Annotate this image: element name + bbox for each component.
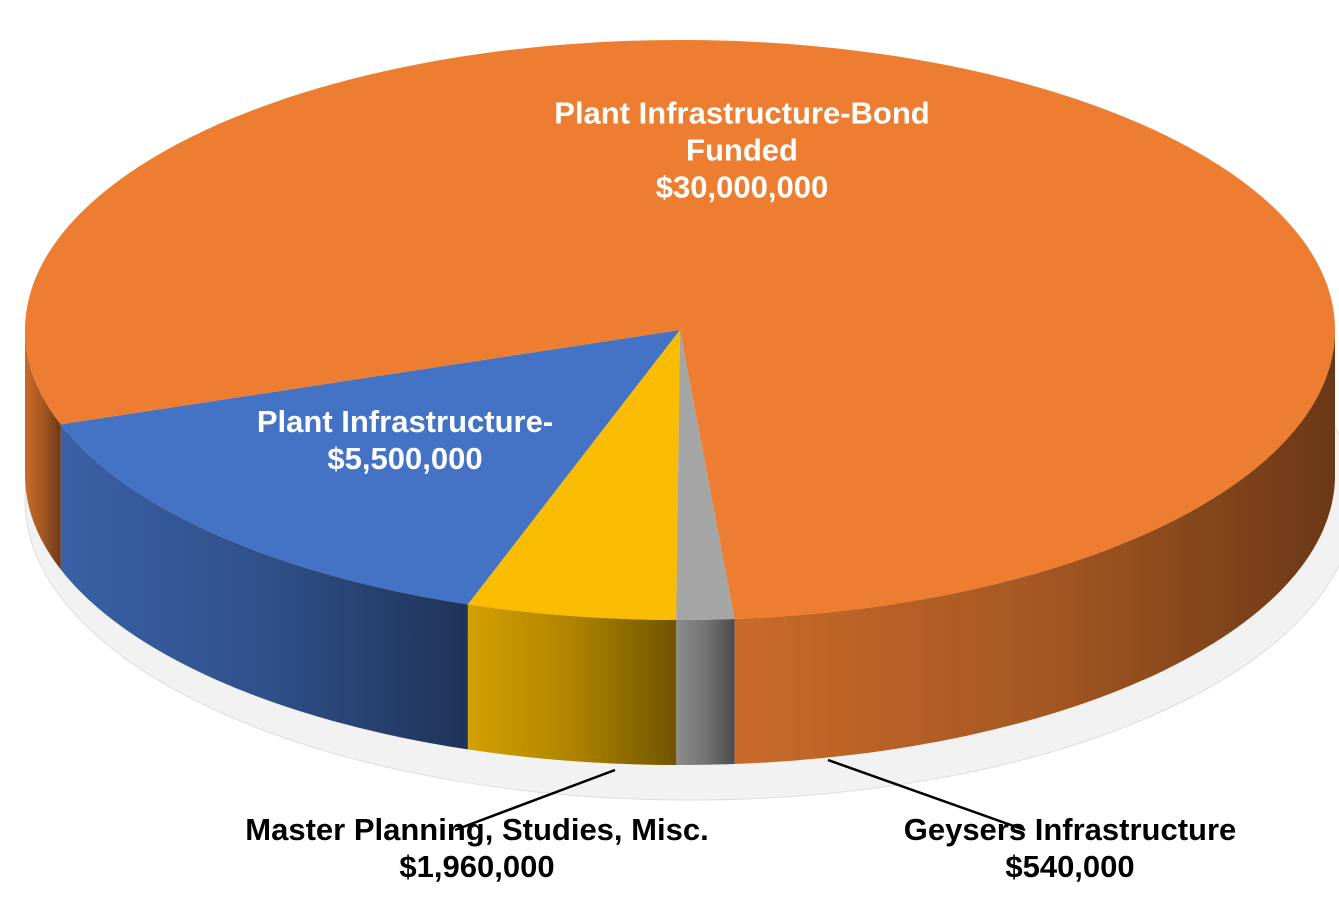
- label-value: $30,000,000: [655, 169, 829, 205]
- slice: [24, 40, 1335, 619]
- tops: [24, 40, 1335, 620]
- slice: [467, 330, 680, 620]
- data-label: Plant Infrastructure- $5,500,000: [215, 403, 595, 477]
- data-label: Plant Infrastructure-Bond Funded $30,000,…: [552, 95, 932, 206]
- leader-line: [827, 758, 1026, 832]
- leader-line: [454, 768, 616, 832]
- slice: [676, 330, 735, 620]
- label-value: $540,000: [1005, 849, 1135, 884]
- slice-side-shade: [60, 424, 468, 750]
- slice-side-shade: [467, 604, 677, 765]
- label-value: $5,500,000: [327, 441, 483, 476]
- label-value: $1,960,000: [399, 849, 555, 884]
- label-name: Plant Infrastructure-Bond Funded: [554, 95, 930, 168]
- leaders: [454, 758, 1026, 832]
- sides: [25, 330, 1335, 765]
- label-name: Geysers Infrastructure: [903, 812, 1237, 847]
- slice: [60, 330, 681, 605]
- data-label: Geysers Infrastructure $540,000: [830, 811, 1310, 885]
- slice-side-shade: [734, 330, 1335, 764]
- label-name: Plant Infrastructure-: [256, 404, 554, 439]
- slice-side-shade: [676, 618, 735, 765]
- slice-side-shade: [25, 330, 61, 570]
- label-name: Master Planning, Studies, Misc.: [245, 812, 709, 847]
- data-label: Master Planning, Studies, Misc. $1,960,00…: [167, 811, 787, 885]
